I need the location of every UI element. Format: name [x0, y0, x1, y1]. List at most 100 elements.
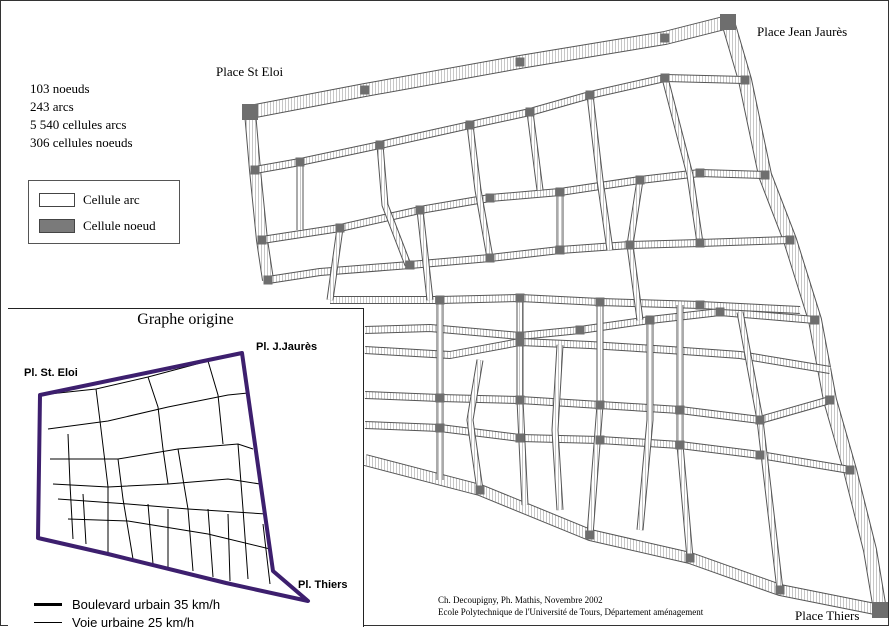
street-cells [552, 344, 563, 511]
inset-street [67, 433, 74, 540]
node-cell [250, 165, 260, 175]
node-cell [720, 14, 736, 30]
node-cell [675, 405, 685, 415]
street-cells [587, 302, 603, 536]
node-cell [660, 73, 670, 83]
street-cells [467, 359, 483, 491]
legend-urban-road: Voie urbaine 25 km/h [34, 615, 194, 630]
place-thiers-label: Place Thiers [795, 608, 860, 623]
node-cell [375, 140, 385, 150]
node-cell [695, 238, 705, 248]
inset-street [207, 360, 224, 445]
node-cell [555, 187, 565, 197]
legend-arc-cell: Cellule arc [39, 192, 140, 207]
inset-street [207, 508, 214, 578]
credits-institution: Ecole Polytechnique de l'Université de T… [438, 607, 704, 617]
node-cell [435, 393, 445, 403]
arcs-count: 243 arcs [30, 99, 74, 114]
node-cell [515, 337, 525, 347]
node-cell [585, 90, 595, 100]
inset-street [82, 493, 87, 545]
node-cell [660, 33, 670, 43]
arc-cell-swatch [39, 193, 75, 207]
inset-street [57, 498, 267, 515]
node-cell [595, 400, 605, 410]
legend-node-cell: Cellule noeud [39, 218, 156, 233]
node-cell [595, 297, 605, 307]
inset-street [67, 518, 271, 550]
node-cell [515, 395, 525, 405]
place-jean-jaures-label: Place Jean Jaurès [757, 24, 848, 39]
inset-street [95, 388, 109, 554]
node-cell [775, 585, 785, 595]
node-cell [515, 331, 525, 341]
original-graph-map [36, 351, 310, 603]
network-statistics: 103 noeuds 243 arcs 5 540 cellules arcs … [30, 80, 133, 152]
node-cell [435, 423, 445, 433]
node-cell [415, 205, 425, 215]
street-cells [327, 227, 343, 301]
street-cells [254, 75, 746, 173]
street-cells [363, 455, 881, 615]
street-cells [377, 144, 411, 266]
node-cell [715, 307, 725, 317]
node-cell [555, 245, 565, 255]
arc-cell-label: Cellule arc [83, 192, 140, 207]
node-cell [845, 465, 855, 475]
inset-thiers-label: Pl. Thiers [298, 579, 348, 591]
street-cells [677, 305, 693, 559]
node-cell [575, 325, 585, 335]
inset-street [47, 392, 249, 430]
credits-authors: Ch. Decoupigny, Ph. Mathis, Novembre 200… [438, 595, 603, 605]
node-cell [675, 440, 685, 450]
credits: Ch. Decoupigny, Ph. Mathis, Novembre 200… [438, 594, 703, 618]
inset-street [52, 478, 261, 488]
node-cell [335, 223, 345, 233]
node-cell [872, 602, 888, 618]
node-cell [785, 235, 795, 245]
node-cell-swatch [39, 219, 75, 233]
node-cell [485, 193, 495, 203]
street-cells [587, 94, 613, 251]
urban-road-label: Voie urbaine 25 km/h [72, 615, 195, 630]
node-cell [755, 450, 765, 460]
arc-cells-count: 5 540 cellules arcs [30, 117, 127, 132]
node-cell [515, 293, 525, 303]
node-cell [625, 240, 635, 250]
node-cell [242, 104, 258, 120]
node-cell [525, 107, 535, 117]
inset-jaures-label: Pl. J.Jaurès [256, 341, 318, 353]
node-cell [740, 75, 750, 85]
node-cell [515, 57, 525, 67]
boulevard-label: Boulevard urbain 35 km/h [72, 597, 221, 612]
node-cell [475, 485, 485, 495]
street-cells [527, 111, 543, 191]
node-cell [257, 235, 267, 245]
original-graph-inset: Graphe origine Pl. St. Eloi Pl. J.Jaurès… [8, 308, 364, 630]
node-cell [485, 253, 495, 263]
node-cell [515, 433, 525, 443]
node-cell [810, 315, 820, 325]
boulevard-line-sample [34, 603, 62, 606]
inset-st-eloi-label: Pl. St. Eloi [24, 367, 78, 379]
street-cells [248, 16, 730, 118]
node-cell [435, 295, 445, 305]
node-cell [755, 415, 765, 425]
node-cell [760, 170, 770, 180]
node-cell [825, 395, 835, 405]
inset-boundary [36, 351, 310, 603]
node-cell [695, 168, 705, 178]
node-cell [695, 300, 705, 310]
inset-title: Graphe origine [137, 311, 234, 328]
street-cells [364, 339, 831, 373]
inset-street [50, 443, 254, 460]
inset-street [227, 513, 231, 582]
node-cell [685, 553, 695, 563]
node-cell-label: Cellule noeud [83, 218, 156, 233]
street-cells [330, 295, 801, 313]
node-cell [295, 157, 305, 167]
node-cell [263, 275, 273, 285]
urban-road-line-sample [34, 622, 62, 623]
street-cells [637, 320, 653, 531]
inset-street [237, 443, 249, 580]
